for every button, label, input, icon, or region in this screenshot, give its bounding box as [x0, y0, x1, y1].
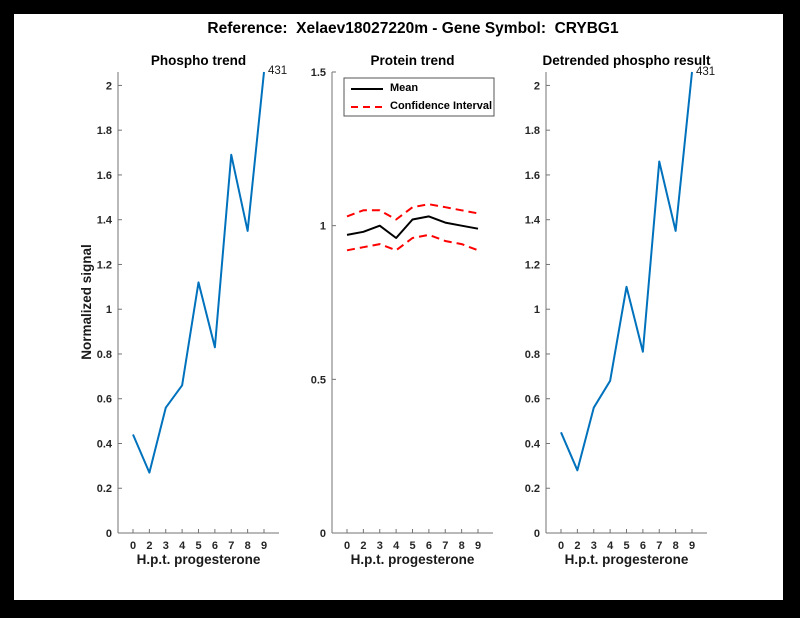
- x-tick-label: 8: [245, 540, 251, 552]
- subplot-title-phospho-trend: Phospho trend: [150, 53, 247, 68]
- legend-label-mean: Mean: [390, 82, 419, 94]
- x-tick-label: 2: [360, 540, 366, 552]
- x-axis-label-1: H.p.t. progesterone: [136, 552, 261, 567]
- series-line-mean: [346, 215, 479, 239]
- y-tick-label: 1.2: [97, 259, 112, 271]
- x-tick-label: 3: [163, 540, 169, 552]
- y-tick-label: 0: [320, 528, 326, 540]
- y-tick-label: 0.8: [525, 349, 540, 361]
- x-tick-label: 5: [409, 540, 415, 552]
- y-tick-label: 0: [534, 528, 540, 540]
- y-tick-label: 0.4: [97, 438, 113, 450]
- x-tick-label: 6: [640, 540, 646, 552]
- legend-label-confidence-interval: Confidence Interval: [390, 100, 493, 112]
- y-tick-label: 0.6: [97, 394, 112, 406]
- x-tick-label: 8: [673, 540, 679, 552]
- y-tick-label: 1: [534, 304, 540, 316]
- x-tick-label: 9: [689, 540, 695, 552]
- y-tick-label: 1.4: [97, 215, 113, 227]
- y-tick-label: 1: [106, 304, 112, 316]
- y-tick-label: 1.6: [525, 170, 540, 182]
- y-tick-label: 1: [320, 221, 326, 233]
- y-tick-label: 0.2: [97, 483, 112, 495]
- y-tick-label: 1.6: [97, 170, 112, 182]
- x-tick-label: 6: [426, 540, 432, 552]
- y-tick-label: 0.5: [311, 374, 326, 386]
- x-tick-label: 5: [623, 540, 629, 552]
- series-line-confidence-interval-lower: [346, 233, 479, 252]
- x-axis-label-2: H.p.t. progesterone: [350, 552, 475, 567]
- x-tick-label: 7: [656, 540, 662, 552]
- subplot-title-protein-trend: Protein trend: [370, 53, 455, 68]
- legend-box: [343, 77, 495, 117]
- y-tick-label: 1.5: [311, 67, 326, 79]
- y-tick-label: 1.8: [525, 125, 540, 137]
- x-tick-label: 4: [607, 540, 614, 552]
- x-tick-label: 2: [146, 540, 152, 552]
- x-tick-label: 0: [344, 540, 350, 552]
- series-line-phospho-signal: [132, 71, 265, 474]
- y-axis-label-normalized-signal: Normalized signal: [79, 244, 94, 360]
- y-tick-label: 0.8: [97, 349, 112, 361]
- x-tick-label: 2: [574, 540, 580, 552]
- series-line-detrended-phospho-signal: [560, 71, 693, 472]
- x-tick-label: 9: [261, 540, 267, 552]
- datatip-431-phospho: 431: [268, 65, 288, 77]
- subplot-title-detrended-phospho: Detrended phospho result: [542, 53, 711, 68]
- x-tick-label: 4: [393, 540, 400, 552]
- y-tick-label: 2: [106, 80, 112, 92]
- datatip-431-detrended: 431: [696, 66, 716, 78]
- x-tick-label: 7: [442, 540, 448, 552]
- series-line-confidence-interval-upper: [346, 203, 479, 221]
- y-tick-label: 0.2: [525, 483, 540, 495]
- y-tick-label: 1.4: [525, 215, 541, 227]
- x-tick-label: 3: [591, 540, 597, 552]
- x-tick-label: 9: [475, 540, 481, 552]
- y-tick-label: 1.2: [525, 259, 540, 271]
- y-tick-label: 1.8: [97, 125, 112, 137]
- x-tick-label: 5: [195, 540, 201, 552]
- x-tick-label: 0: [558, 540, 564, 552]
- x-tick-label: 3: [377, 540, 383, 552]
- y-tick-label: 0.6: [525, 394, 540, 406]
- x-axis-label-3: H.p.t. progesterone: [564, 552, 689, 567]
- x-tick-label: 6: [212, 540, 218, 552]
- y-tick-label: 0.4: [525, 438, 541, 450]
- y-tick-label: 0: [106, 528, 112, 540]
- x-tick-label: 7: [228, 540, 234, 552]
- figure-title: Reference: Xelaev18027220m - Gene Symbol…: [207, 20, 619, 37]
- x-tick-label: 4: [179, 540, 186, 552]
- y-tick-label: 2: [534, 80, 540, 92]
- x-tick-label: 8: [459, 540, 465, 552]
- x-tick-label: 0: [130, 540, 136, 552]
